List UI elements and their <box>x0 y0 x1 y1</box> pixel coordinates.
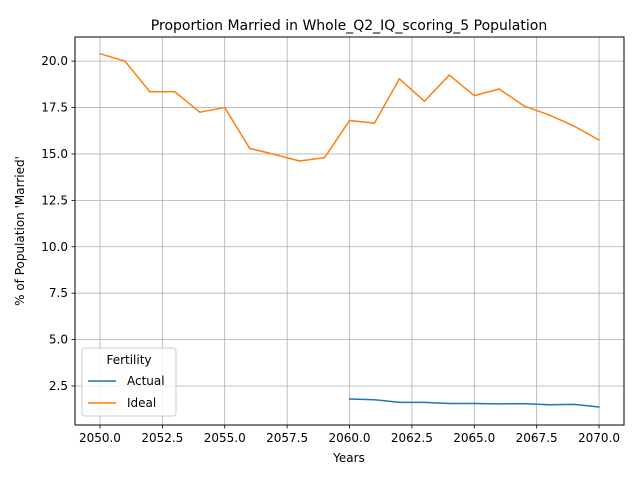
data-point-ideal <box>498 88 501 90</box>
x-tick-label: 2067.5 <box>516 431 558 445</box>
x-axis-label: Years <box>332 451 365 465</box>
x-axis-ticks: 2050.0 2052.5 2055.0 2057.5 2060.0 2062.5 2065… <box>79 425 620 445</box>
data-point-ideal <box>573 125 575 127</box>
chart-title: Proportion Married in Whole_Q2_IQ_scorin… <box>151 18 547 34</box>
x-tick-label: 2062.5 <box>391 431 433 445</box>
legend-label-actual: Actual <box>127 374 165 388</box>
data-point-ideal <box>174 90 176 93</box>
legend-label-ideal: Ideal <box>127 396 156 410</box>
data-point-actual <box>498 403 501 405</box>
data-point-ideal <box>598 139 600 141</box>
x-tick-label: 2057.5 <box>266 431 308 445</box>
data-point-actual <box>448 402 451 405</box>
data-point-ideal <box>273 153 276 156</box>
data-point-actual <box>598 406 600 408</box>
data-point-ideal <box>448 74 451 76</box>
x-tick-label: 2052.5 <box>141 431 183 445</box>
data-point-ideal <box>124 60 126 62</box>
data-point-actual <box>523 402 525 405</box>
data-point-actual <box>573 403 575 406</box>
x-tick-label: 2065.0 <box>453 431 495 445</box>
y-tick-label: 17.5 <box>41 101 68 115</box>
data-point-ideal <box>99 52 101 55</box>
x-tick-label: 2060.0 <box>329 431 371 445</box>
y-tick-label: 15.0 <box>41 147 68 161</box>
data-point-actual <box>473 402 476 405</box>
series-lines <box>99 52 600 408</box>
x-tick-label: 2070.0 <box>578 431 620 445</box>
data-point-ideal <box>398 77 401 80</box>
legend-title: Fertility <box>106 353 151 367</box>
data-point-ideal <box>423 100 426 103</box>
y-tick-label: 7.5 <box>49 286 68 300</box>
x-tick-label: 2055.0 <box>204 431 246 445</box>
data-point-ideal <box>298 160 301 162</box>
data-point-ideal <box>323 156 326 159</box>
data-point-actual <box>348 398 351 400</box>
data-point-ideal <box>149 90 151 93</box>
y-axis-ticks: 2.5 5.0 7.5 10.0 12.5 15.0 17.5 20.0 <box>41 54 75 393</box>
x-tick-label: 2050.0 <box>79 431 121 445</box>
data-point-ideal <box>473 94 476 97</box>
data-point-ideal <box>373 122 376 124</box>
data-point-ideal <box>523 105 525 107</box>
legend-box <box>81 347 177 417</box>
data-point-ideal <box>348 119 351 122</box>
data-point-actual <box>373 398 376 401</box>
data-point-actual <box>398 401 401 404</box>
y-tick-label: 2.5 <box>49 379 68 393</box>
data-point-ideal <box>548 114 550 116</box>
grid <box>75 37 624 425</box>
data-point-ideal <box>223 106 226 109</box>
data-point-ideal <box>198 111 201 113</box>
data-point-ideal <box>248 147 251 150</box>
y-axis-label: % of Population 'Married' <box>13 156 27 306</box>
data-point-actual <box>423 401 426 404</box>
y-tick-label: 20.0 <box>41 54 68 68</box>
y-tick-label: 10.0 <box>41 240 68 254</box>
y-tick-label: 5.0 <box>49 333 68 347</box>
y-tick-label: 12.5 <box>41 193 68 207</box>
data-point-actual <box>548 403 550 406</box>
legend: Fertility Actual Ideal <box>81 347 177 417</box>
